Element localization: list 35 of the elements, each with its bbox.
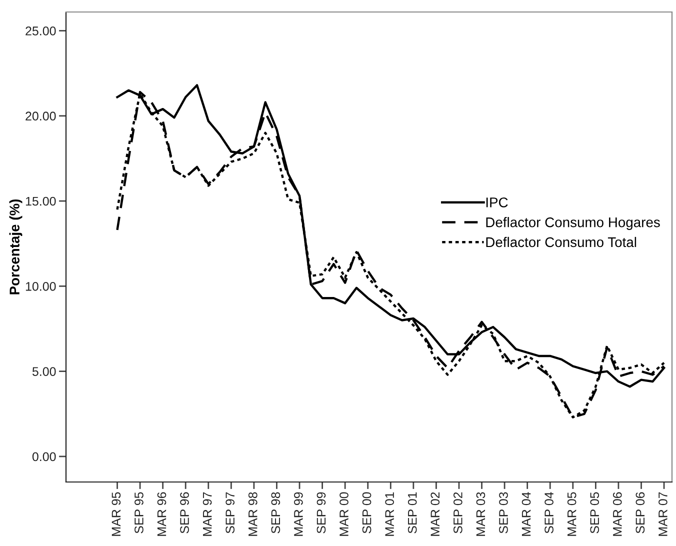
x-tick-label: MAR 01 (385, 492, 394, 536)
x-tick-label: MAR 95 (112, 492, 121, 536)
x-tick-label: SEP 01 (408, 492, 417, 534)
x-tick-label: MAR 07 (658, 492, 668, 536)
x-tick-label: MAR 96 (157, 492, 166, 536)
x-tick-label: SEP 95 (134, 492, 144, 534)
x-tick-label: MAR 98 (248, 492, 258, 536)
x-tick-label: MAR 00 (340, 492, 348, 536)
x-tick-label: SEP 97 (226, 492, 235, 534)
x-tick-label: MAR 04 (522, 492, 531, 536)
y-tick-label: 5.00 (32, 367, 56, 376)
x-tick-label: MAR 97 (202, 492, 212, 536)
x-tick-label: MAR 02 (430, 492, 440, 536)
x-tick-label: MAR 03 (476, 492, 486, 536)
x-tick-label: SEP 96 (180, 492, 189, 534)
x-tick-label: SEP 06 (636, 492, 645, 534)
y-tick-label: 25.00 (26, 26, 56, 36)
legend-label: Deflactor Consumo Total (486, 236, 636, 248)
legend-label: Deflactor Consumo Hogares (486, 217, 660, 230)
x-tick-label: SEP 04 (544, 492, 554, 534)
x-tick-label: SEP 05 (590, 492, 600, 534)
x-tick-label: SEP 00 (362, 492, 372, 534)
y-tick-label: 15.00 (26, 196, 56, 206)
x-tick-label: SEP 03 (499, 492, 508, 534)
legend-label: IPC (486, 198, 508, 208)
x-tick-label: MAR 05 (567, 492, 576, 536)
y-axis-title: Porcentaje (%) (9, 199, 22, 294)
x-tick-label: MAR 99 (294, 492, 303, 536)
x-tick-label: MAR 06 (612, 492, 622, 536)
x-tick-label: SEP 98 (271, 492, 280, 534)
x-tick-label: SEP 99 (316, 492, 326, 534)
y-tick-label: 10.00 (26, 282, 56, 291)
x-tick-label: SEP 02 (453, 492, 462, 534)
y-tick-label: 0.00 (32, 452, 56, 462)
y-tick-label: 20.00 (26, 112, 56, 121)
